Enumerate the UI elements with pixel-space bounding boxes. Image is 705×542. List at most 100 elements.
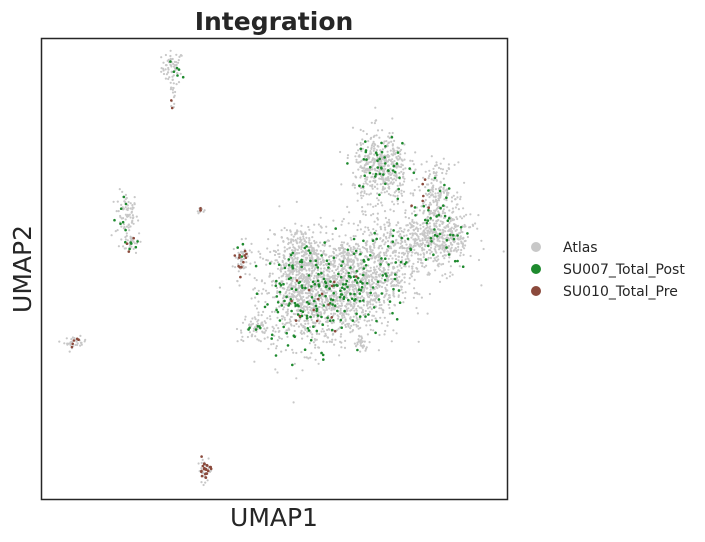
data-point <box>364 264 368 267</box>
data-point <box>354 256 357 259</box>
data-point <box>441 171 444 175</box>
data-point <box>175 83 178 86</box>
data-point <box>450 237 453 240</box>
data-point <box>307 294 310 298</box>
data-point <box>303 313 306 316</box>
data-point <box>375 285 378 288</box>
data-point <box>172 82 175 85</box>
data-point <box>364 315 367 318</box>
data-point <box>428 175 431 178</box>
data-point <box>373 271 376 274</box>
data-point <box>380 201 383 204</box>
data-point <box>343 291 346 294</box>
data-point <box>399 233 402 236</box>
data-point <box>287 304 290 307</box>
data-point <box>354 249 358 253</box>
data-point <box>291 243 294 246</box>
data-point <box>316 244 319 247</box>
data-point <box>413 278 416 281</box>
data-point <box>300 238 303 241</box>
data-point <box>309 338 313 342</box>
data-point <box>274 330 277 333</box>
data-point <box>286 310 289 313</box>
data-point <box>259 252 262 255</box>
data-point <box>435 171 438 174</box>
data-point <box>413 292 416 295</box>
data-point <box>287 327 290 330</box>
data-point <box>335 268 338 272</box>
data-point <box>326 299 329 302</box>
data-point <box>320 276 323 279</box>
data-point <box>334 338 337 341</box>
data-point <box>383 253 386 256</box>
data-point <box>287 285 290 288</box>
data-point <box>407 229 410 232</box>
data-point <box>415 232 418 236</box>
data-point <box>365 276 369 279</box>
data-point <box>126 208 129 212</box>
data-point <box>431 219 435 222</box>
data-point <box>363 230 366 233</box>
data-point <box>432 260 435 263</box>
data-point <box>317 346 320 349</box>
data-point <box>452 227 456 230</box>
data-point <box>344 248 347 251</box>
data-point <box>324 301 327 304</box>
data-point <box>397 289 401 292</box>
data-point <box>353 292 356 296</box>
data-point <box>330 262 333 265</box>
data-point <box>437 210 440 213</box>
data-point <box>341 266 344 269</box>
data-point <box>372 145 375 148</box>
data-point <box>76 342 79 345</box>
data-point <box>307 254 311 257</box>
data-point <box>384 257 387 261</box>
data-point <box>404 211 407 215</box>
data-point <box>369 245 372 248</box>
data-point <box>323 311 326 314</box>
data-point <box>399 280 402 283</box>
data-point <box>422 204 426 208</box>
data-point <box>453 259 457 263</box>
data-point <box>305 258 308 261</box>
data-point <box>341 246 345 249</box>
data-point <box>261 321 264 324</box>
data-point <box>355 158 358 161</box>
data-point <box>322 264 325 267</box>
data-point <box>327 266 330 269</box>
data-point <box>390 273 393 276</box>
data-point <box>346 270 349 273</box>
data-point <box>403 234 406 237</box>
data-point <box>121 190 124 193</box>
data-point <box>392 210 395 213</box>
data-point <box>375 229 378 232</box>
data-point <box>459 226 463 229</box>
data-point <box>75 340 78 343</box>
data-point <box>298 241 301 244</box>
data-point <box>373 292 376 295</box>
data-point <box>434 164 437 167</box>
data-point <box>171 88 174 91</box>
data-point <box>122 195 126 199</box>
data-point <box>397 284 400 287</box>
data-point <box>443 226 446 229</box>
data-point <box>394 273 397 276</box>
data-point <box>251 317 254 320</box>
data-point <box>307 302 311 306</box>
data-point <box>357 244 360 248</box>
data-point <box>368 193 371 196</box>
data-point <box>300 258 303 262</box>
data-point <box>370 214 373 217</box>
data-point <box>407 217 411 220</box>
data-point <box>326 336 329 339</box>
data-point <box>458 265 461 268</box>
data-point <box>301 337 304 340</box>
data-point <box>366 250 369 253</box>
data-point <box>292 351 295 354</box>
data-point <box>318 294 321 297</box>
data-point <box>296 248 299 251</box>
data-point <box>357 305 360 308</box>
data-point <box>318 258 322 261</box>
data-point <box>441 274 444 277</box>
data-point <box>299 289 303 292</box>
